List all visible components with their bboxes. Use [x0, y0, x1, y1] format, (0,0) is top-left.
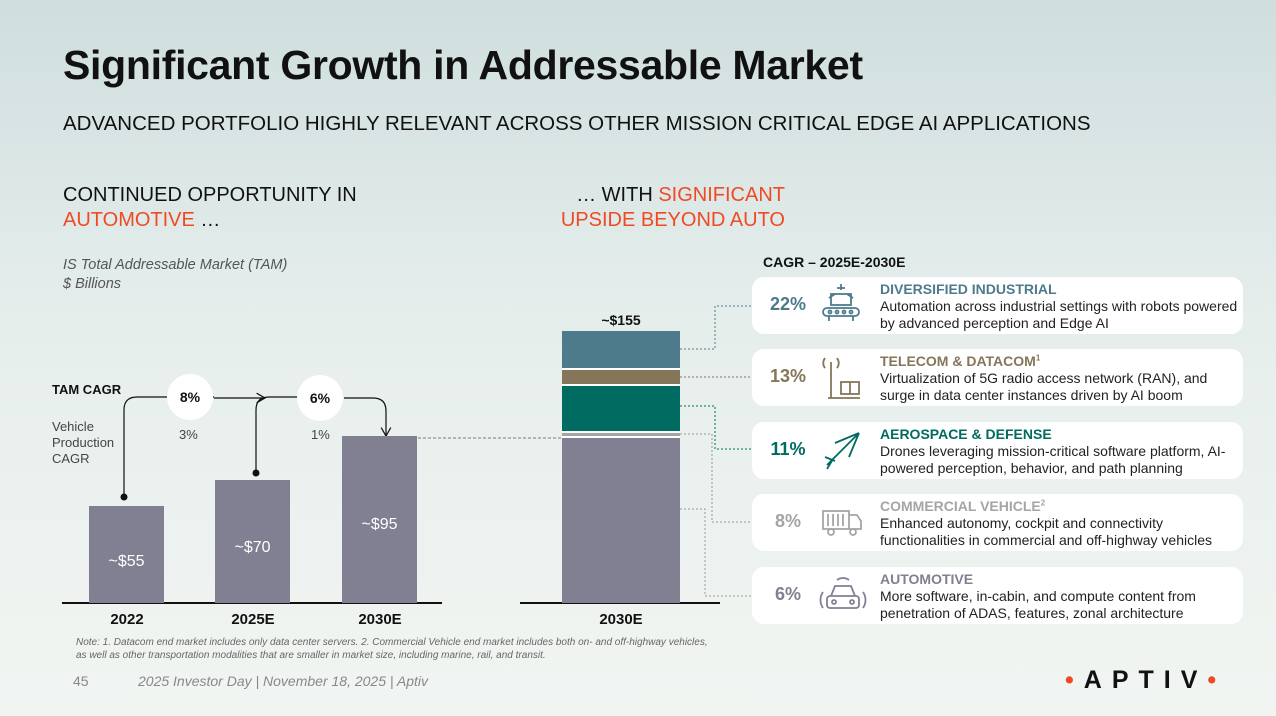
left-heading-highlight: AUTOMOTIVE [63, 209, 195, 231]
segment-cagr: 11% [770, 439, 806, 459]
vehicle-production-cagr-label: Vehicle Production CAGR [52, 419, 115, 466]
segment-name: DIVERSIFIED INDUSTRIAL [880, 281, 1057, 297]
tam-cagr-bubble-2: 6% [297, 375, 343, 421]
x-tick-label: 2025E [231, 611, 275, 628]
bar-2022: ~$55 [89, 506, 164, 603]
tam-cagr-label: TAM CAGR [52, 382, 122, 397]
x-tick-label: 2030E [358, 611, 402, 628]
left-heading-suffix: … [194, 209, 221, 231]
vehicle-cagr-2: 1% [311, 427, 330, 442]
segment-card: 22% DIVERSIFIED INDUSTRIAL Automation ac… [752, 277, 1243, 334]
segment-card: 13% TELECOM & DATACOM1 Virtualization of… [752, 349, 1243, 406]
segment-name: AEROSPACE & DEFENSE [880, 426, 1052, 442]
bar-2025E: ~$70 [215, 480, 290, 603]
segment-title: AEROSPACE & DEFENSE [880, 426, 1052, 442]
stack-segment-automotive [562, 436, 680, 603]
x-tick-label: 2022 [110, 611, 144, 628]
truck-icon [822, 510, 862, 536]
page-title: Significant Growth in Addressable Market [63, 42, 863, 88]
right-heading: … WITH SIGNIFICANT UPSIDE BEYOND AUTO [545, 183, 785, 233]
vehicle-cagr-1: 3% [179, 427, 198, 442]
conveyor-robot-icon [822, 284, 860, 321]
x-axis-left [62, 602, 442, 604]
segment-description: Virtualization of 5G radio access networ… [880, 370, 1208, 403]
bar-value-label: ~$55 [108, 552, 145, 570]
segment-description: Enhanced autonomy, cockpit and connectiv… [880, 515, 1213, 548]
segment-description: Automation across industrial settings wi… [880, 298, 1238, 331]
stack-segment-telecom-datacom [562, 367, 680, 384]
stack-segment-commercial-vehicle [562, 431, 680, 437]
cagr-header: CAGR – 2025E-2030E [763, 254, 906, 270]
segment-description: More software, in-cabin, and compute con… [880, 588, 1196, 621]
airplane-icon [824, 432, 860, 470]
footer-text: 2025 Investor Day | November 18, 2025 | … [138, 673, 429, 689]
stack-segment-diversified-industrial [562, 330, 680, 368]
segment-card: 11% AEROSPACE & DEFENSE Drones leveragin… [752, 422, 1243, 479]
segment-title: TELECOM & DATACOM1 [880, 353, 1040, 369]
tam-cagr-bubble-1: 8% [167, 374, 213, 420]
segment-description: Drones leveraging mission-critical softw… [880, 443, 1226, 476]
bar-2030E: ~$95 [342, 436, 417, 603]
segment-cagr: 13% [769, 366, 807, 386]
footnote: Note: 1. Datacom end market includes onl… [76, 637, 708, 661]
segment-cagr: 8% [774, 511, 801, 531]
right-heading-highlight1: SIGNIFICANT [658, 184, 785, 206]
segment-card: 8% COMMERCIAL VEHICLE2 Enhanced autonomy… [752, 494, 1243, 551]
right-heading-prefix: … WITH [576, 184, 659, 206]
tam-label-line1: IS Total Addressable Market (TAM) [63, 257, 288, 273]
segment-name: COMMERCIAL VEHICLE [880, 498, 1041, 514]
segment-cagr: 6% [774, 584, 801, 604]
left-heading-line1: CONTINUED OPPORTUNITY IN [63, 184, 357, 206]
bar-value-label: ~$70 [234, 539, 271, 557]
tam-label: IS Total Addressable Market (TAM) $ Bill… [63, 256, 287, 294]
aptiv-logo: •APTIV• [1065, 666, 1227, 694]
segment-cagr: 22% [769, 294, 807, 314]
footnote-ref: 1 [1035, 353, 1041, 363]
right-heading-highlight2: UPSIDE BEYOND AUTO [560, 209, 785, 231]
tam-label-units: $ Billions [63, 276, 122, 292]
segment-title: DIVERSIFIED INDUSTRIAL [880, 281, 1057, 297]
footnote-ref: 2 [1040, 498, 1046, 508]
left-heading: CONTINUED OPPORTUNITY IN AUTOMOTIVE … [63, 183, 357, 233]
bar-value-label: ~$95 [361, 516, 398, 534]
page-number: 45 [73, 673, 89, 689]
x-tick-label: 2030E [599, 611, 643, 628]
stack-total-label: ~$155 [601, 311, 641, 328]
segment-name: TELECOM & DATACOM [880, 353, 1036, 369]
segment-name: AUTOMOTIVE [880, 571, 974, 587]
segment-card: 6% AUTOMOTIVE More software, in-cabin, a… [752, 567, 1243, 624]
stack-segment-aerospace-defense [562, 383, 680, 431]
cell-tower-icon [822, 357, 860, 399]
segment-title: COMMERCIAL VEHICLE2 [880, 498, 1045, 514]
connected-car-icon [819, 577, 867, 609]
segment-title: AUTOMOTIVE [880, 571, 973, 587]
page-subtitle: ADVANCED PORTFOLIO HIGHLY RELEVANT ACROS… [63, 112, 1091, 135]
x-axis-right [520, 602, 720, 604]
logo-text: APTIV [1083, 666, 1208, 694]
